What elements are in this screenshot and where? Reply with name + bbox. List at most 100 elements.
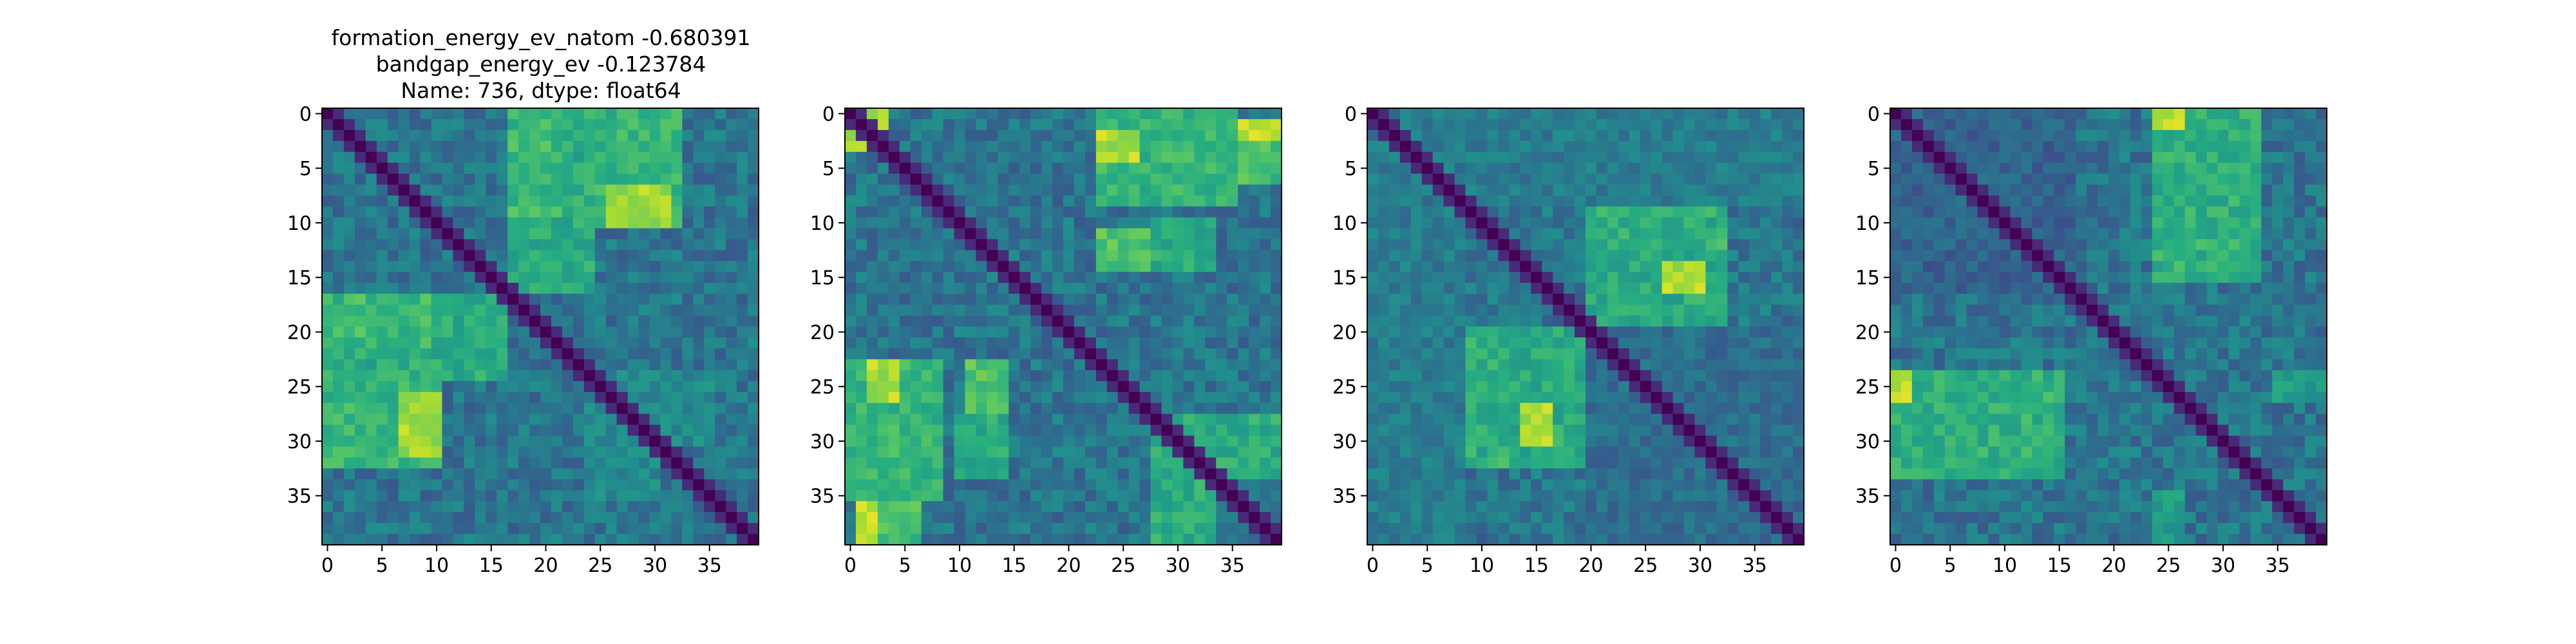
heatmap-cell [1238,140,1249,153]
heatmap-cell [486,151,497,164]
heatmap-cell [1249,261,1260,272]
heatmap-cell [877,501,889,513]
heatmap-cell [1128,294,1141,305]
heatmap-cell [1738,294,1750,305]
heatmap-cell [1782,424,1794,437]
heatmap-cell [497,151,508,164]
heatmap-cell [1052,118,1064,131]
heatmap-cell [1271,239,1282,251]
heatmap-cell [921,457,933,469]
heatmap-cell [1520,140,1531,153]
heatmap-cell [322,184,334,196]
heatmap-cell [726,402,737,415]
heatmap-cell [486,392,497,404]
heatmap-cell [442,305,453,316]
heatmap-cell [1172,348,1184,360]
heatmap-cell [1575,108,1586,120]
heatmap-cell [1019,140,1031,153]
heatmap-cell [1084,457,1097,469]
heatmap-cell [888,468,900,480]
heatmap-cell [518,337,530,349]
heatmap-cell [943,272,955,283]
heatmap-cell [1063,140,1075,153]
heatmap-cell [1716,195,1728,207]
heatmap-cell [1618,151,1630,164]
heatmap-cell [1183,402,1195,415]
heatmap-cell [1542,140,1553,153]
heatmap-cell [1738,435,1750,448]
heatmap-cell [1139,129,1151,142]
heatmap-cell [1271,283,1282,294]
heatmap-cell [1542,424,1553,437]
heatmap-cell [1271,108,1282,120]
heatmap-cell [845,370,857,382]
heatmap-cell [899,359,911,371]
heatmap-cell [1651,457,1663,469]
heatmap-cell [583,479,596,491]
heatmap-cell [671,217,683,229]
heatmap-cell [943,512,955,524]
heatmap-cell [1531,392,1542,404]
heatmap-cell [1041,151,1053,164]
heatmap-cell [562,272,574,283]
heatmap-cell [464,512,475,524]
heatmap-cell [965,512,976,524]
heatmap-cell [1238,392,1249,404]
heatmap-cell [976,402,987,415]
heatmap-cell [1106,479,1119,491]
heatmap-cell [1672,381,1685,393]
heatmap-cell [1672,402,1685,415]
heatmap-cell [888,261,900,272]
heatmap-cell [998,327,1009,338]
heatmap-cell [987,151,998,164]
heatmap-cell [507,359,519,371]
heatmap-cell [365,239,377,251]
heatmap-cell [1793,228,1804,240]
heatmap-cell [1454,435,1466,448]
heatmap-cell [737,402,748,415]
heatmap-cell [1716,184,1728,196]
heatmap-cell [910,402,922,415]
heatmap-cell [1793,392,1804,404]
heatmap-cell [1084,272,1097,283]
heatmap-cell [376,261,388,272]
heatmap-cell [343,272,355,283]
heatmap-cell [638,490,650,502]
heatmap-cell [583,206,596,218]
heatmap-cell [1933,118,1946,131]
heatmap-cell [1771,413,1783,426]
heatmap-cell [376,512,388,524]
heatmap-cell [932,446,944,458]
heatmap-cell [682,239,694,251]
heatmap-cell [518,490,530,502]
heatmap-cell [704,446,715,458]
heatmap-cell [1618,108,1630,120]
heatmap-cell [638,206,650,218]
heatmap-cell [376,239,388,251]
heatmap-cell [1705,337,1717,349]
heatmap-cell [529,327,541,338]
heatmap-cell [1542,195,1553,207]
heatmap-cell [1782,370,1794,382]
heatmap-cell [693,195,705,207]
heatmap-cell [1509,305,1520,316]
heatmap-cell [1378,316,1390,327]
heatmap-cell [932,534,944,545]
heatmap-cell [1139,468,1151,480]
heatmap-cell [1410,261,1423,272]
heatmap-cell [518,512,530,524]
heatmap-cell [409,534,421,545]
heatmap-cell [965,501,976,513]
heatmap-cell [583,151,596,164]
heatmap-cell [638,118,650,131]
heatmap-cell [2152,118,2164,131]
heatmap-cell [529,283,541,294]
heatmap-cell [1487,501,1499,513]
heatmap-cell [638,184,650,196]
heatmap-cell [1019,250,1031,261]
heatmap-cell [1542,294,1553,305]
heatmap-cell [649,501,661,513]
heatmap-cell [1771,337,1783,349]
heatmap-cell [1249,162,1260,175]
heatmap-cell [1367,435,1379,448]
